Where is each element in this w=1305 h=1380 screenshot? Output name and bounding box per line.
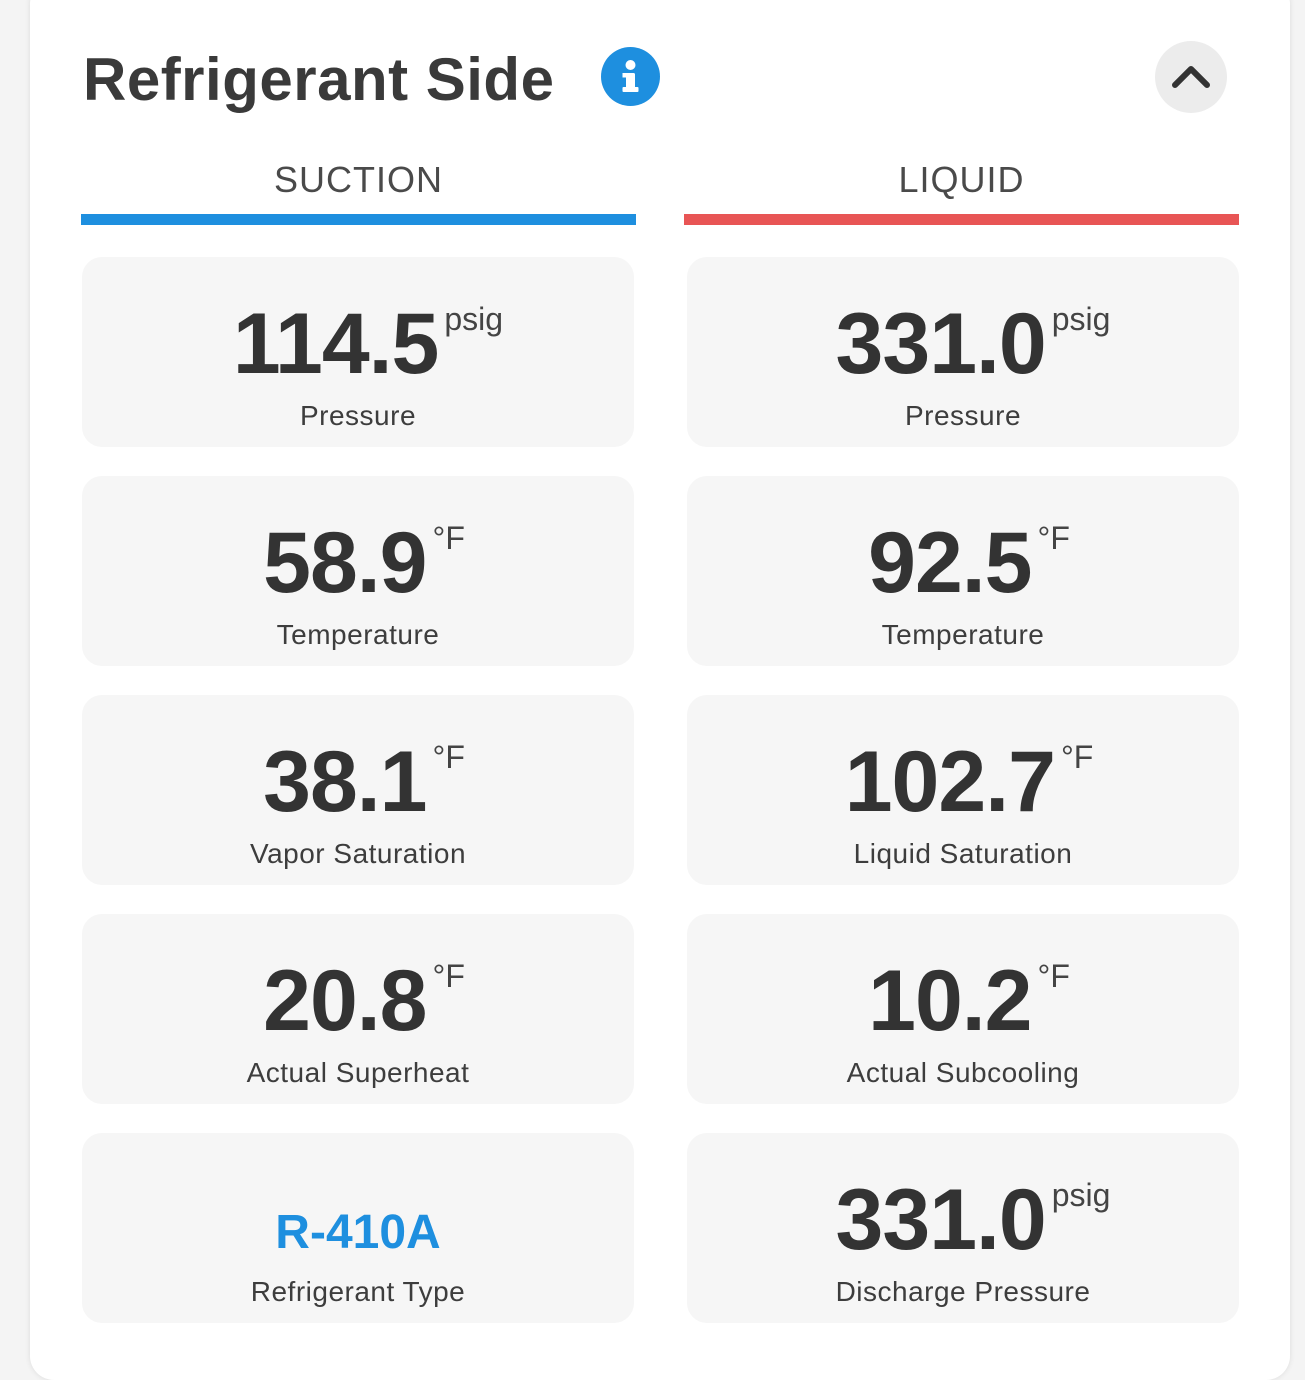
liquid-temperature-value: 92.5 bbox=[868, 515, 1032, 611]
liquid-pressure-label: Pressure bbox=[904, 400, 1022, 431]
liquid-saturation-label: Liquid Saturation bbox=[853, 838, 1073, 869]
info-icon[interactable] bbox=[601, 47, 660, 106]
liquid-temperature-unit: °F bbox=[1037, 520, 1070, 556]
suction-temperature-value: 58.9 bbox=[263, 515, 427, 611]
actual-superheat-value: 20.8 bbox=[263, 953, 427, 1049]
refrigerant-type-link[interactable]: R-410A bbox=[275, 1206, 441, 1259]
vapor-saturation-card: 38.1 °F Vapor Saturation bbox=[82, 695, 634, 885]
tab-liquid[interactable]: LIQUID bbox=[898, 159, 1025, 200]
actual-subcooling-card: 10.2 °F Actual Subcooling bbox=[687, 914, 1239, 1104]
discharge-pressure-label: Discharge Pressure bbox=[835, 1276, 1091, 1307]
chevron-up-icon bbox=[1172, 66, 1210, 88]
actual-superheat-label: Actual Superheat bbox=[246, 1057, 470, 1088]
liquid-pressure-unit: psig bbox=[1051, 301, 1111, 337]
actual-superheat-card: 20.8 °F Actual Superheat bbox=[82, 914, 634, 1104]
discharge-pressure-card: 331.0 psig Discharge Pressure bbox=[687, 1133, 1239, 1323]
tab-suction[interactable]: SUCTION bbox=[274, 159, 443, 200]
vapor-saturation-value: 38.1 bbox=[263, 734, 427, 830]
liquid-saturation-unit: °F bbox=[1060, 739, 1094, 775]
actual-superheat-unit: °F bbox=[432, 958, 465, 994]
suction-temperature-card: 58.9 °F Temperature bbox=[82, 476, 634, 666]
suction-pressure-card: 114.5 psig Pressure bbox=[82, 257, 634, 447]
liquid-saturation-card: 102.7 °F Liquid Saturation bbox=[687, 695, 1239, 885]
suction-pressure-unit: psig bbox=[444, 301, 504, 337]
discharge-pressure-unit: psig bbox=[1051, 1177, 1111, 1213]
suction-temperature-label: Temperature bbox=[276, 619, 440, 650]
section-title: Refrigerant Side bbox=[83, 46, 555, 113]
liquid-temperature-label: Temperature bbox=[881, 619, 1045, 650]
vapor-saturation-label: Vapor Saturation bbox=[249, 838, 467, 869]
liquid-saturation-value: 102.7 bbox=[844, 734, 1056, 830]
actual-subcooling-value: 10.2 bbox=[868, 953, 1032, 1049]
vapor-saturation-unit: °F bbox=[432, 739, 465, 775]
discharge-pressure-value: 331.0 bbox=[835, 1172, 1047, 1268]
refrigerant-type-card: R-410A Refrigerant Type bbox=[82, 1133, 634, 1323]
liquid-pressure-value: 331.0 bbox=[835, 296, 1047, 392]
refrigerant-type-label: Refrigerant Type bbox=[250, 1276, 466, 1307]
liquid-temperature-card: 92.5 °F Temperature bbox=[687, 476, 1239, 666]
suction-temperature-unit: °F bbox=[432, 520, 465, 556]
suction-pressure-label: Pressure bbox=[299, 400, 417, 431]
liquid-underline bbox=[684, 214, 1239, 225]
collapse-button[interactable] bbox=[1155, 41, 1227, 113]
actual-subcooling-unit: °F bbox=[1037, 958, 1070, 994]
suction-pressure-value: 114.5 bbox=[232, 296, 439, 392]
actual-subcooling-label: Actual Subcooling bbox=[846, 1057, 1080, 1088]
suction-underline bbox=[81, 214, 636, 225]
liquid-pressure-card: 331.0 psig Pressure bbox=[687, 257, 1239, 447]
